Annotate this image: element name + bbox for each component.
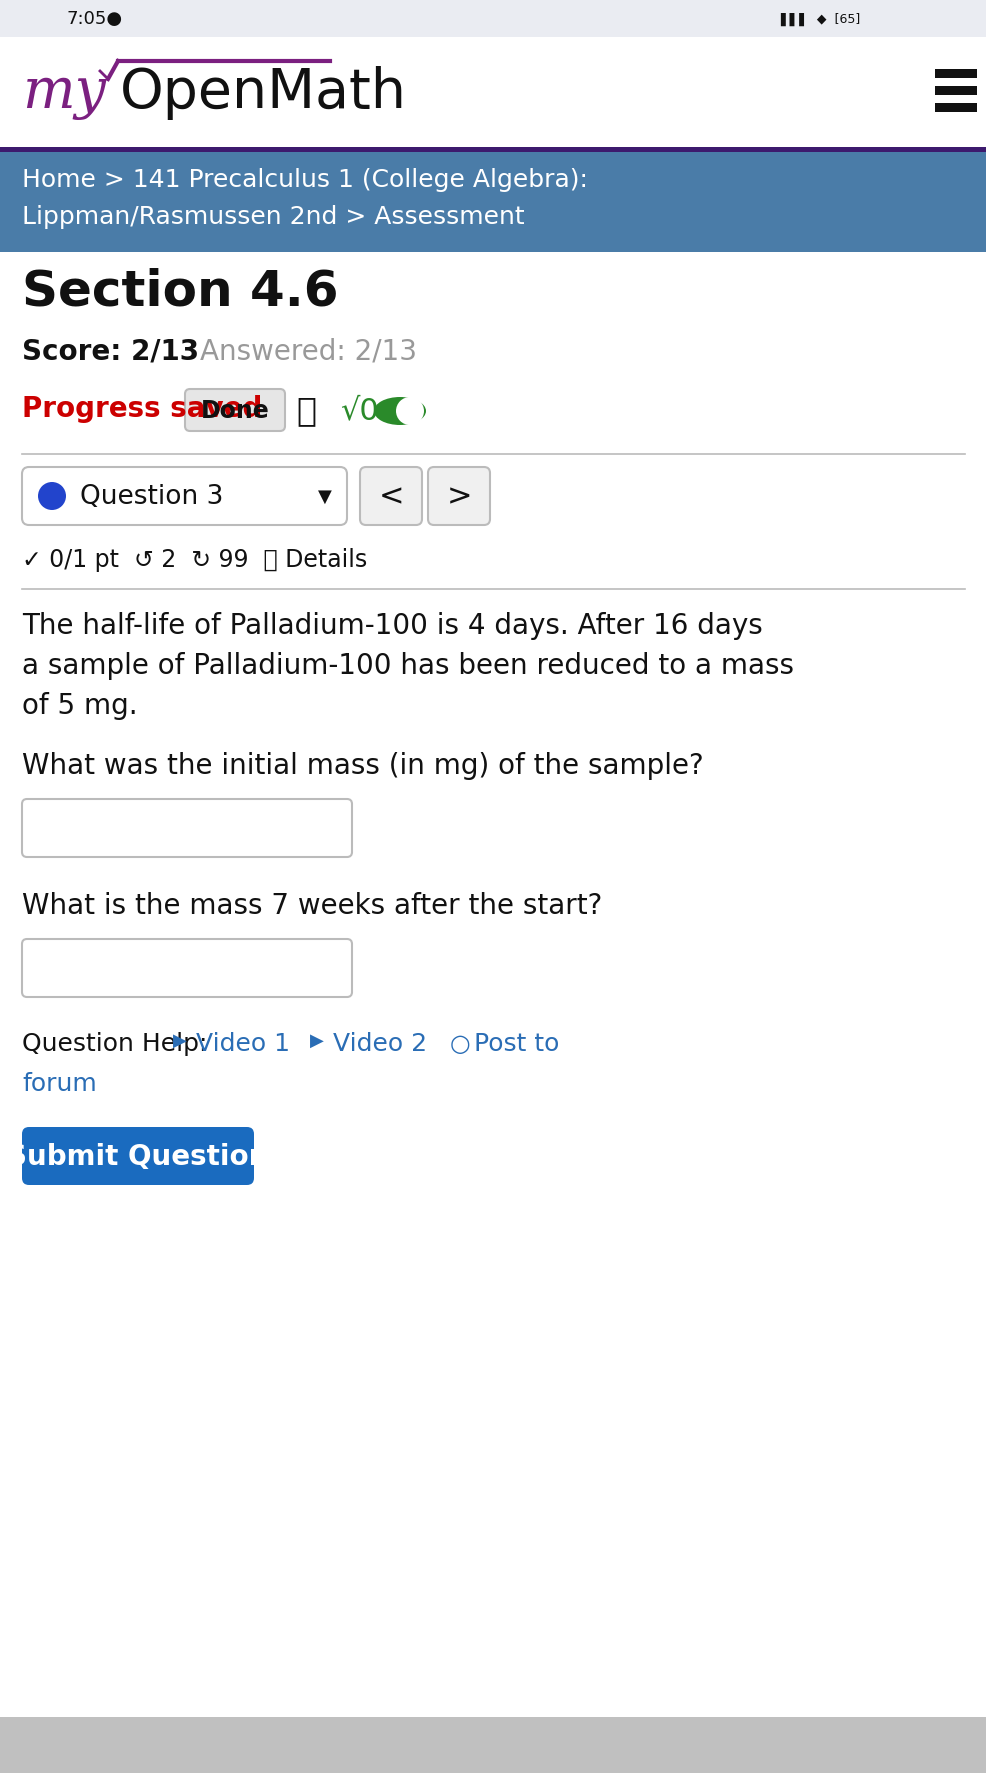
Text: ▼: ▼ bbox=[317, 488, 331, 505]
Text: Post to: Post to bbox=[473, 1032, 559, 1055]
Text: Done: Done bbox=[200, 399, 269, 422]
Text: ⎙: ⎙ bbox=[296, 394, 316, 427]
Circle shape bbox=[395, 397, 424, 426]
Bar bbox=[0, 1716, 986, 1773]
Text: Lippman/Rasmussen 2nd > Assessment: Lippman/Rasmussen 2nd > Assessment bbox=[22, 206, 525, 229]
Text: Submit Question: Submit Question bbox=[7, 1142, 268, 1170]
Text: √0: √0 bbox=[339, 397, 379, 426]
Text: Question Help:: Question Help: bbox=[22, 1032, 207, 1055]
Bar bbox=[0, 0, 986, 37]
FancyBboxPatch shape bbox=[22, 800, 352, 858]
Text: >: > bbox=[446, 482, 471, 511]
Text: ▶: ▶ bbox=[310, 1032, 323, 1050]
FancyBboxPatch shape bbox=[360, 468, 422, 527]
Text: What was the initial mass (in mg) of the sample?: What was the initial mass (in mg) of the… bbox=[22, 752, 703, 780]
Text: <: < bbox=[378, 482, 403, 511]
Text: my: my bbox=[22, 66, 106, 121]
Bar bbox=[934, 69, 976, 80]
FancyBboxPatch shape bbox=[184, 390, 285, 433]
FancyBboxPatch shape bbox=[428, 468, 489, 527]
FancyBboxPatch shape bbox=[22, 468, 347, 527]
Text: Progress saved: Progress saved bbox=[22, 395, 262, 422]
Bar bbox=[0, 147, 986, 152]
Bar bbox=[934, 105, 976, 113]
Text: Video 1: Video 1 bbox=[196, 1032, 290, 1055]
Text: a sample of Palladium-100 has been reduced to a mass: a sample of Palladium-100 has been reduc… bbox=[22, 652, 793, 679]
Circle shape bbox=[38, 482, 66, 511]
Text: What is the mass 7 weeks after the start?: What is the mass 7 weeks after the start… bbox=[22, 892, 601, 920]
Text: ▌▌▌  ◆  [65]: ▌▌▌ ◆ [65] bbox=[779, 12, 859, 25]
FancyBboxPatch shape bbox=[22, 940, 352, 998]
Text: ✓ 0/1 pt  ↺ 2  ↻ 99  ⓘ Details: ✓ 0/1 pt ↺ 2 ↻ 99 ⓘ Details bbox=[22, 548, 367, 571]
Text: Home > 141 Precalculus 1 (College Algebra):: Home > 141 Precalculus 1 (College Algebr… bbox=[22, 168, 588, 191]
Bar bbox=[934, 87, 976, 96]
Bar bbox=[0, 152, 986, 254]
Ellipse shape bbox=[374, 397, 426, 426]
Text: forum: forum bbox=[22, 1071, 97, 1096]
Text: The half-life of Palladium-100 is 4 days. After 16 days: The half-life of Palladium-100 is 4 days… bbox=[22, 612, 762, 640]
Text: 7:05●: 7:05● bbox=[67, 11, 123, 28]
Text: Video 2: Video 2 bbox=[332, 1032, 427, 1055]
Text: ○: ○ bbox=[450, 1032, 470, 1055]
Text: Answered: 2/13: Answered: 2/13 bbox=[200, 339, 416, 365]
Text: Score: 2/13: Score: 2/13 bbox=[22, 339, 199, 365]
Text: Question 3: Question 3 bbox=[80, 484, 223, 509]
Text: OpenMath: OpenMath bbox=[120, 66, 406, 121]
Bar bbox=[0, 254, 986, 1716]
Text: Section 4.6: Section 4.6 bbox=[22, 268, 338, 316]
Text: ▶: ▶ bbox=[173, 1032, 186, 1050]
FancyBboxPatch shape bbox=[22, 1128, 253, 1186]
Bar bbox=[0, 37, 986, 151]
Text: of 5 mg.: of 5 mg. bbox=[22, 691, 137, 720]
